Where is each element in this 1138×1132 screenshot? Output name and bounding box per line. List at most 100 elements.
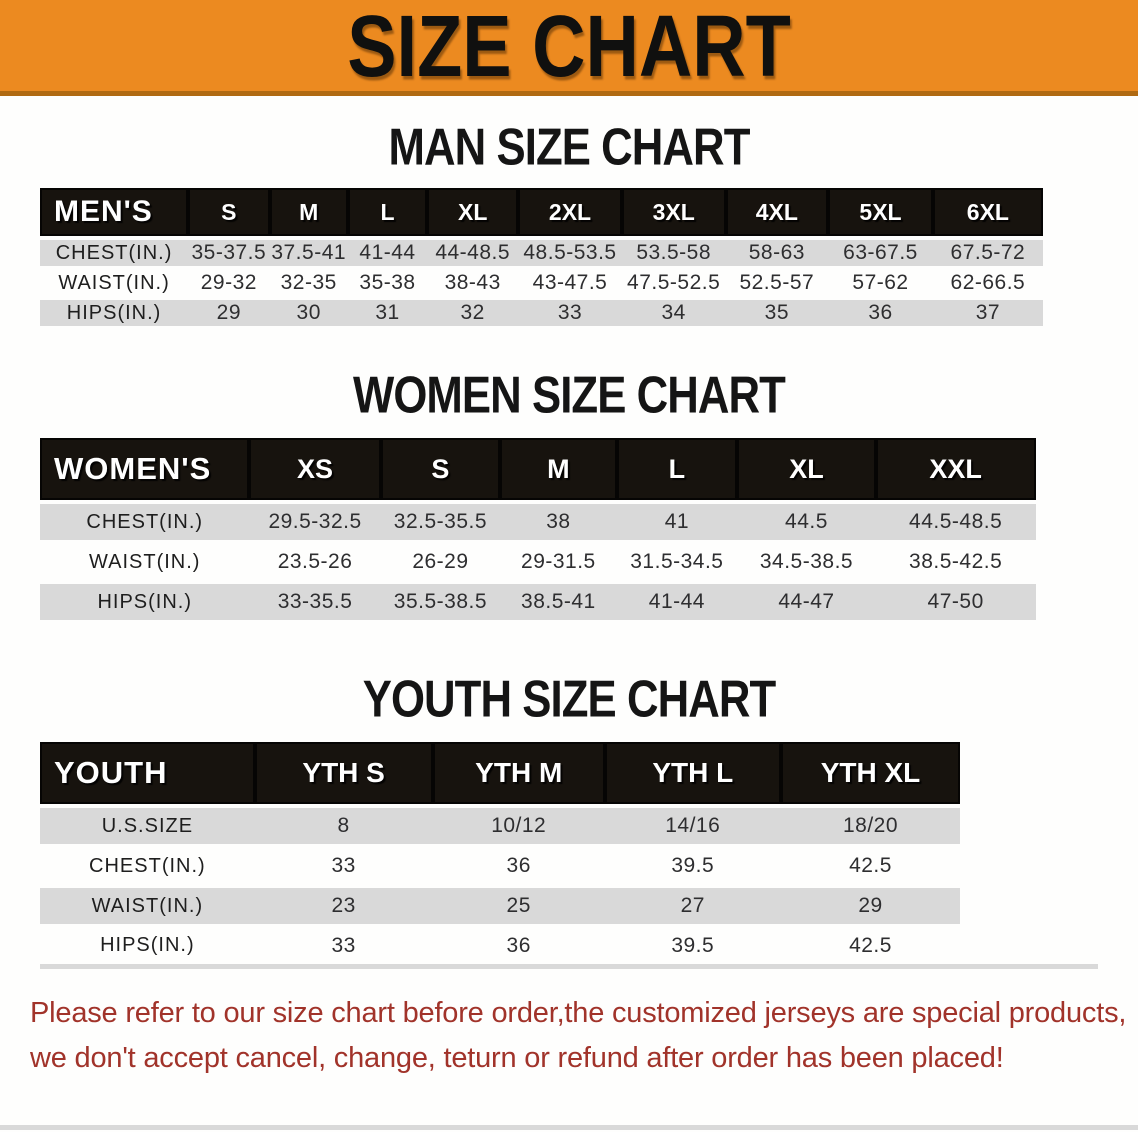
size-value-cell: 44.5-48.5 [875, 502, 1036, 544]
row-label: HIPS(IN.) [40, 298, 189, 330]
size-value-cell: 29-32 [188, 268, 270, 300]
men-group-label: MEN'S [40, 188, 189, 240]
size-value-cell: 35.5-38.5 [380, 582, 501, 624]
men-size-l: L [347, 188, 428, 240]
size-value-cell: 62-66.5 [932, 268, 1043, 300]
women-header-row: WOMEN'S XS S M L XL XXL [40, 438, 1098, 504]
size-value-cell: 63-67.5 [828, 238, 933, 270]
size-value-cell: 18/20 [780, 806, 961, 848]
youth-group-label: YOUTH [40, 742, 255, 808]
men-header-row: MEN'S S M L XL 2XL 3XL 4XL 5XL 6XL [40, 188, 1098, 240]
men-section-heading: MAN SIZE CHART [388, 117, 751, 176]
table-row: WAIST(IN.) 23 25 27 29 [40, 886, 1098, 928]
size-value-cell: 29 [188, 298, 270, 330]
row-label: U.S.SIZE [40, 806, 255, 848]
row-label: HIPS(IN.) [40, 926, 255, 968]
table-row: HIPS(IN.) 33-35.5 35.5-38.5 38.5-41 41-44 44-… [40, 582, 1098, 624]
size-value-cell: 8 [254, 806, 433, 848]
size-value-cell: 53.5-58 [621, 238, 726, 270]
men-size-m: M [269, 188, 348, 240]
row-label: WAIST(IN.) [40, 886, 255, 928]
size-value-cell: 42.5 [780, 926, 961, 968]
size-value-cell: 36 [432, 926, 605, 968]
size-value-cell: 35-38 [347, 268, 428, 300]
size-value-cell: 41 [616, 502, 738, 544]
size-value-cell: 42.5 [780, 846, 961, 888]
size-value-cell: 36 [432, 846, 605, 888]
youth-section-heading: YOUTH SIZE CHART [362, 669, 776, 728]
youth-size-table: YOUTH YTH S YTH M YTH L YTH XL U.S.SIZE 8 10/12… [40, 742, 1098, 969]
women-group-label: WOMEN'S [40, 438, 250, 504]
size-value-cell: 33 [518, 298, 622, 330]
size-value-cell: 67.5-72 [932, 238, 1043, 270]
size-value-cell: 44.5 [737, 502, 876, 544]
size-value-cell: 33 [254, 926, 433, 968]
table-row: WAIST(IN.) 23.5-26 26-29 29-31.5 31.5-34.5 34… [40, 542, 1098, 584]
banner-title: SIZE CHART [347, 0, 791, 95]
size-value-cell: 57-62 [828, 268, 933, 300]
size-value-cell: 26-29 [380, 542, 501, 584]
women-size-xs: XS [249, 438, 381, 504]
size-value-cell: 23.5-26 [249, 542, 381, 584]
size-value-cell: 47.5-52.5 [621, 268, 726, 300]
men-size-3xl: 3XL [621, 188, 726, 240]
notice-line-2: we don't accept cancel, change, teturn o… [30, 1041, 1004, 1074]
size-value-cell: 47-50 [875, 582, 1036, 624]
size-value-cell: 38 [500, 502, 617, 544]
size-value-cell: 34 [621, 298, 726, 330]
size-value-cell: 39.5 [604, 926, 781, 968]
row-label: CHEST(IN.) [40, 846, 255, 888]
size-value-cell: 31 [347, 298, 428, 330]
size-value-cell: 29 [780, 886, 961, 928]
men-size-2xl: 2XL [518, 188, 622, 240]
size-value-cell: 37 [932, 298, 1043, 330]
women-size-section: WOMEN SIZE CHART WOMEN'S XS S M L XL XXL CHEST(… [0, 365, 1138, 624]
size-value-cell: 27 [604, 886, 781, 928]
men-size-4xl: 4XL [725, 188, 829, 240]
size-value-cell: 43-47.5 [518, 268, 622, 300]
size-value-cell: 48.5-53.5 [518, 238, 622, 270]
size-value-cell: 38.5-42.5 [875, 542, 1036, 584]
size-value-cell: 33 [254, 846, 433, 888]
women-size-s: S [380, 438, 501, 504]
size-value-cell: 44-48.5 [427, 238, 519, 270]
men-size-5xl: 5XL [828, 188, 933, 240]
size-value-cell: 32-35 [269, 268, 348, 300]
notice-line-1: Please refer to our size chart before or… [30, 996, 1127, 1029]
size-value-cell: 10/12 [432, 806, 605, 848]
men-size-section: MAN SIZE CHART MEN'S S M L XL 2XL 3XL 4XL 5XL 6XL… [0, 117, 1138, 330]
men-size-s: S [188, 188, 270, 240]
table-row: HIPS(IN.) 33 36 39.5 42.5 [40, 926, 1098, 968]
size-value-cell: 41-44 [616, 582, 738, 624]
women-size-xl: XL [737, 438, 876, 504]
size-value-cell: 38-43 [427, 268, 519, 300]
size-value-cell: 32.5-35.5 [380, 502, 501, 544]
row-label: WAIST(IN.) [40, 542, 250, 584]
row-label: CHEST(IN.) [40, 502, 250, 544]
size-value-cell: 58-63 [725, 238, 829, 270]
youth-size-yth-xl: YTH XL [780, 742, 961, 808]
men-size-xl: XL [427, 188, 519, 240]
youth-size-yth-s: YTH S [254, 742, 433, 808]
youth-size-yth-l: YTH L [604, 742, 781, 808]
row-label: HIPS(IN.) [40, 582, 250, 624]
women-size-xxl: XXL [875, 438, 1036, 504]
size-value-cell: 25 [432, 886, 605, 928]
size-value-cell: 29.5-32.5 [249, 502, 381, 544]
table-row: CHEST(IN.) 29.5-32.5 32.5-35.5 38 41 44.5 44.5… [40, 502, 1098, 544]
size-value-cell: 35-37.5 [188, 238, 270, 270]
size-value-cell: 32 [427, 298, 519, 330]
bottom-strip [0, 1125, 1138, 1130]
row-label: CHEST(IN.) [40, 238, 189, 270]
table-row: CHEST(IN.) 33 36 39.5 42.5 [40, 846, 1098, 888]
size-value-cell: 36 [828, 298, 933, 330]
table-row: CHEST(IN.) 35-37.5 37.5-41 41-44 44-48.5 48.5… [40, 238, 1098, 270]
women-section-heading: WOMEN SIZE CHART [353, 365, 786, 424]
size-value-cell: 33-35.5 [249, 582, 381, 624]
size-value-cell: 23 [254, 886, 433, 928]
size-value-cell: 31.5-34.5 [616, 542, 738, 584]
size-value-cell: 34.5-38.5 [737, 542, 876, 584]
women-size-m: M [500, 438, 617, 504]
youth-size-yth-m: YTH M [432, 742, 605, 808]
women-size-table: WOMEN'S XS S M L XL XXL CHEST(IN.) 29.5-32.5 32.5… [40, 438, 1098, 624]
